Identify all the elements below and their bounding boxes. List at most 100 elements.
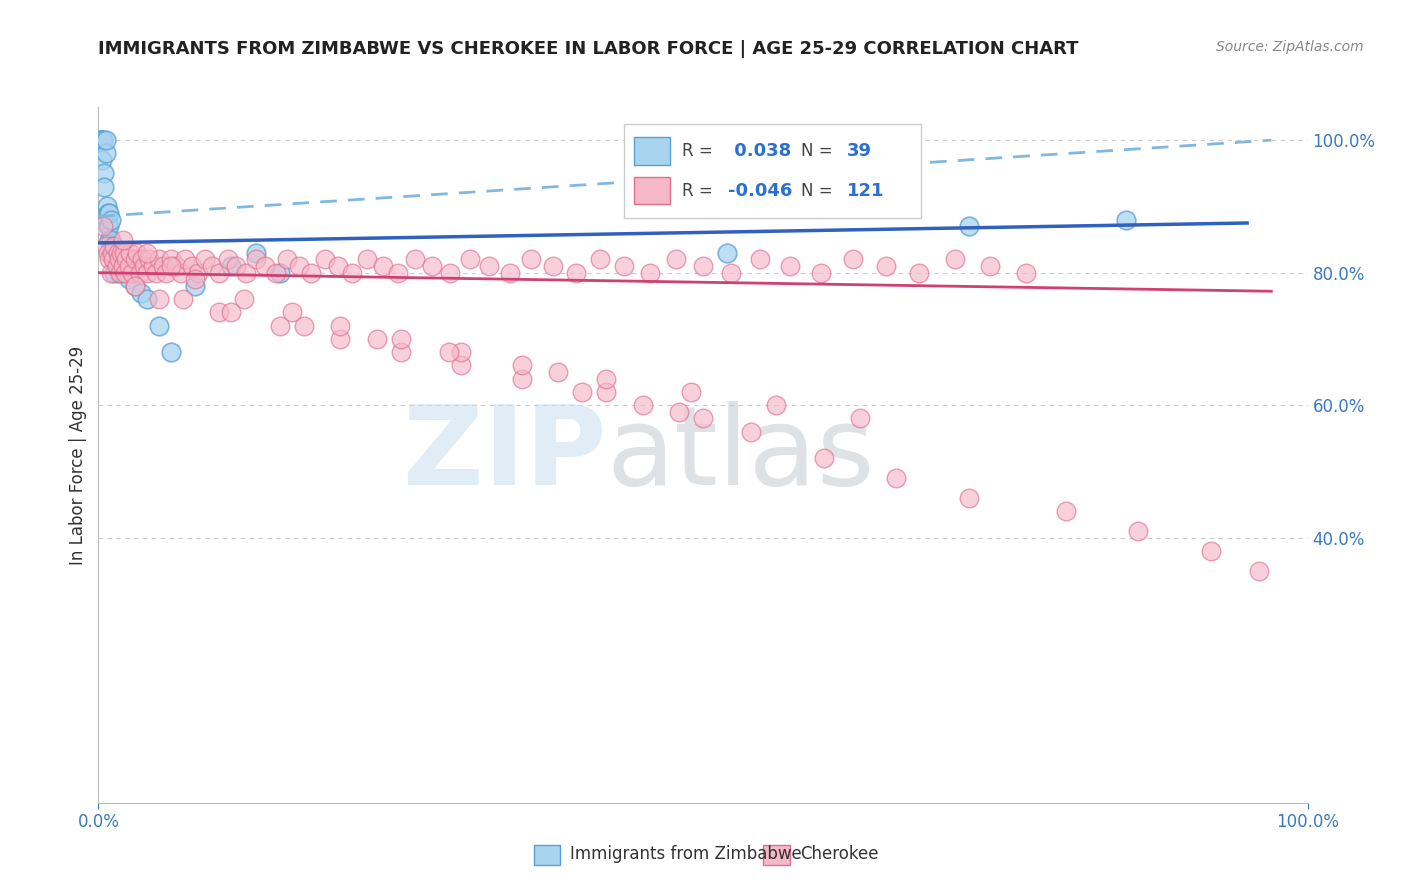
Point — [813, 451, 835, 466]
Bar — [634, 137, 671, 165]
Point — [541, 259, 564, 273]
Point — [111, 233, 134, 247]
Point — [276, 252, 298, 267]
Point — [908, 266, 931, 280]
Point — [148, 292, 170, 306]
Point — [957, 491, 980, 505]
Point — [520, 252, 543, 267]
Point — [292, 318, 315, 333]
Point — [221, 305, 243, 319]
Point — [98, 219, 121, 234]
Point — [356, 252, 378, 267]
Point — [97, 219, 120, 234]
Point — [174, 252, 197, 267]
Point — [135, 266, 157, 280]
Point — [110, 245, 132, 260]
Point — [187, 266, 209, 280]
Point — [692, 411, 714, 425]
Point — [91, 133, 114, 147]
Point — [943, 252, 966, 267]
Point — [124, 279, 146, 293]
Point — [716, 245, 738, 260]
Point — [131, 252, 153, 267]
Text: 0.038: 0.038 — [728, 142, 792, 160]
Point — [571, 384, 593, 399]
Point — [329, 318, 352, 333]
Point — [94, 239, 117, 253]
Point — [89, 133, 111, 147]
Point — [217, 252, 239, 267]
Point — [314, 252, 336, 267]
Text: atlas: atlas — [606, 401, 875, 508]
Point — [91, 153, 114, 167]
Point — [264, 266, 287, 280]
Point — [387, 266, 409, 280]
Point — [127, 245, 149, 260]
Point — [93, 179, 115, 194]
Point — [100, 239, 122, 253]
Y-axis label: In Labor Force | Age 25-29: In Labor Force | Age 25-29 — [69, 345, 87, 565]
Point — [105, 259, 128, 273]
Point — [631, 398, 654, 412]
Bar — [763, 845, 790, 865]
Point — [254, 259, 277, 273]
Point — [565, 266, 588, 280]
Point — [679, 384, 702, 399]
Point — [115, 252, 138, 267]
Point — [748, 252, 770, 267]
Point — [135, 292, 157, 306]
Point — [1199, 544, 1222, 558]
Point — [108, 266, 131, 280]
Text: R =: R = — [682, 142, 718, 160]
Point — [326, 259, 349, 273]
Point — [450, 345, 472, 359]
Point — [329, 332, 352, 346]
Point — [124, 252, 146, 267]
Point — [221, 259, 243, 273]
Point — [692, 259, 714, 273]
Point — [129, 285, 152, 300]
Text: IMMIGRANTS FROM ZIMBABWE VS CHEROKEE IN LABOR FORCE | AGE 25-29 CORRELATION CHAR: IMMIGRANTS FROM ZIMBABWE VS CHEROKEE IN … — [98, 40, 1078, 58]
Point — [155, 266, 177, 280]
Point — [135, 245, 157, 260]
Text: 121: 121 — [846, 182, 884, 200]
Point — [96, 212, 118, 227]
Point — [100, 245, 122, 260]
Point — [342, 266, 364, 280]
Point — [98, 233, 121, 247]
Point — [112, 245, 135, 260]
Point — [1249, 564, 1271, 578]
Point — [142, 259, 165, 273]
Point — [886, 471, 908, 485]
Point — [779, 259, 801, 273]
Point — [498, 266, 520, 280]
Point — [148, 252, 170, 267]
Point — [121, 266, 143, 280]
Point — [720, 266, 742, 280]
Point — [589, 252, 612, 267]
Point — [93, 166, 115, 180]
Point — [91, 219, 114, 234]
Point — [389, 332, 412, 346]
Point — [245, 252, 267, 267]
Point — [90, 133, 112, 147]
Text: N =: N = — [801, 142, 838, 160]
Point — [103, 266, 125, 280]
Point — [437, 345, 460, 359]
Point — [118, 245, 141, 260]
FancyBboxPatch shape — [624, 124, 921, 219]
Point — [98, 206, 121, 220]
Point — [269, 266, 291, 280]
Point — [91, 133, 114, 147]
Point — [111, 259, 134, 273]
Point — [371, 259, 394, 273]
Bar — [534, 845, 561, 865]
Point — [172, 292, 194, 306]
Text: ZIP: ZIP — [404, 401, 606, 508]
Point — [979, 259, 1001, 273]
Point — [184, 279, 207, 293]
Point — [152, 259, 174, 273]
Point — [128, 266, 150, 280]
Point — [458, 252, 481, 267]
Point — [169, 266, 191, 280]
